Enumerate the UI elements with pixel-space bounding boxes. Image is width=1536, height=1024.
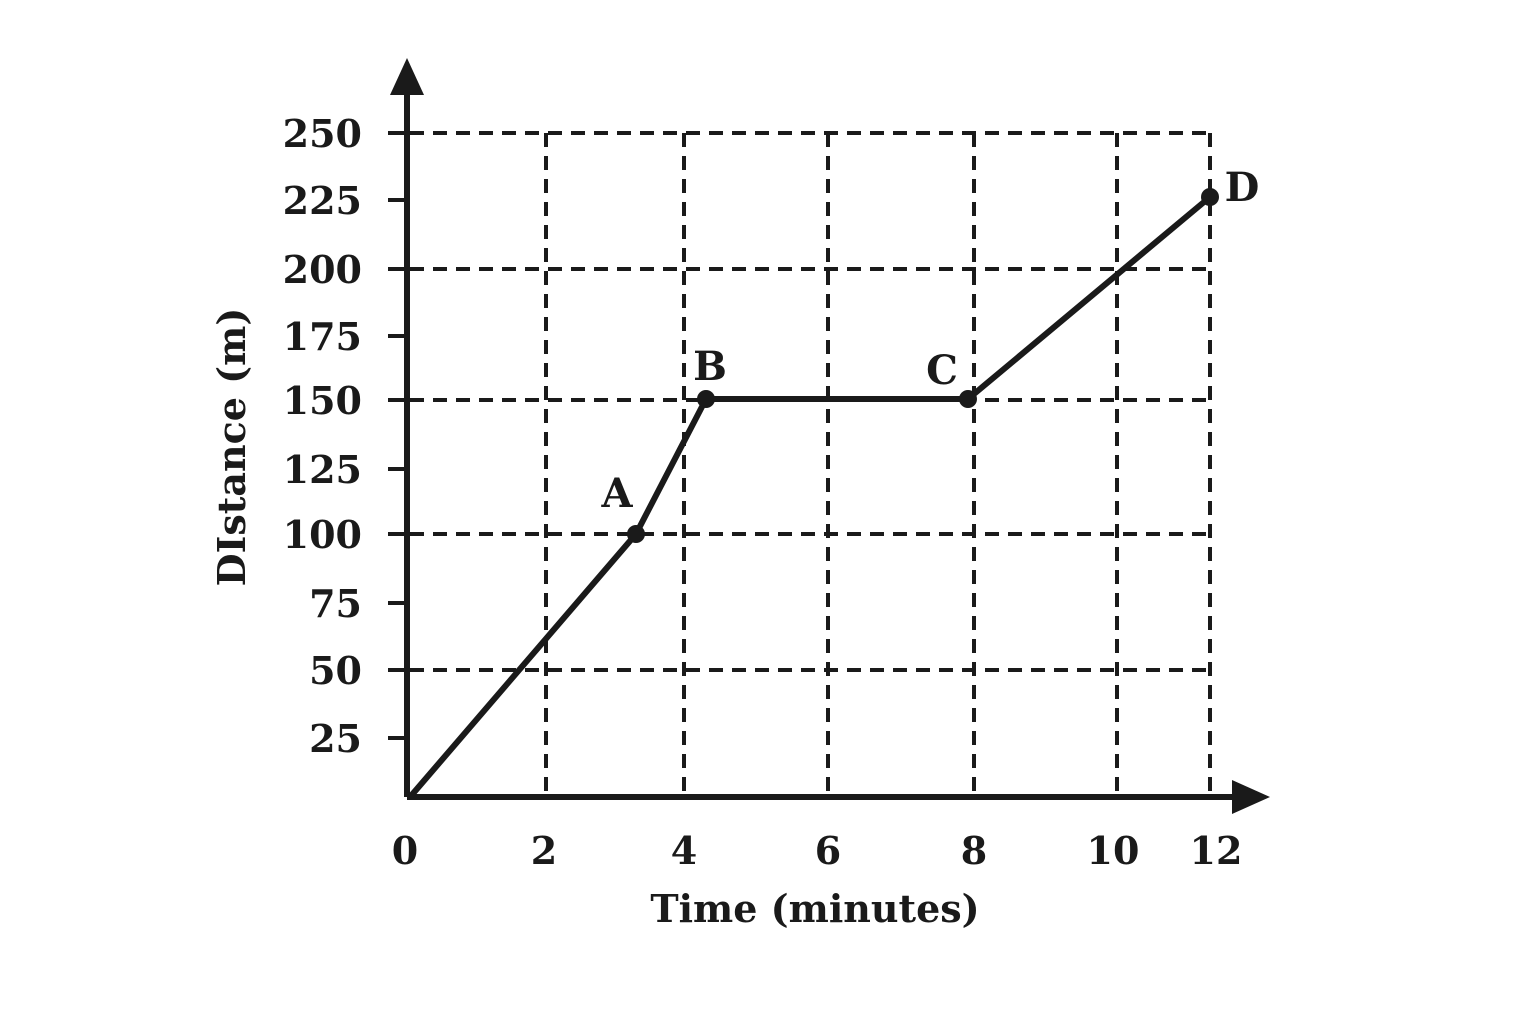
x-tick-label: 0 bbox=[392, 828, 418, 873]
x-tick-label: 2 bbox=[531, 828, 557, 873]
x-tick-labels: 0 2 4 6 8 10 12 bbox=[392, 828, 1243, 873]
y-tick-label: 50 bbox=[309, 648, 362, 693]
point-label-d: D bbox=[1225, 164, 1260, 211]
y-axis-title: DIstance (m) bbox=[209, 308, 254, 587]
point-label-c: C bbox=[926, 347, 958, 394]
data-points bbox=[627, 188, 1219, 543]
y-tick-marks bbox=[388, 131, 410, 740]
y-tick-label: 150 bbox=[283, 378, 362, 423]
x-tick-label: 10 bbox=[1087, 828, 1140, 873]
point-d-marker bbox=[1201, 188, 1219, 206]
y-tick-label: 100 bbox=[283, 512, 362, 557]
x-tick-label: 4 bbox=[671, 828, 697, 873]
x-tick-label: 8 bbox=[961, 828, 987, 873]
point-label-a: A bbox=[600, 470, 633, 517]
y-tick-label: 200 bbox=[283, 247, 362, 292]
x-tick-label: 6 bbox=[815, 828, 841, 873]
y-tick-label: 25 bbox=[309, 716, 362, 761]
point-a-marker bbox=[627, 525, 645, 543]
y-axis-arrow-icon bbox=[390, 58, 424, 95]
y-tick-label: 225 bbox=[283, 178, 362, 223]
y-tick-labels: 250 225 200 175 150 125 100 75 50 25 bbox=[283, 111, 362, 761]
x-tick-label: 12 bbox=[1190, 828, 1243, 873]
point-b-marker bbox=[697, 390, 715, 408]
axes bbox=[390, 58, 1270, 814]
y-tick-label: 250 bbox=[283, 111, 362, 156]
x-axis-arrow-icon bbox=[1232, 780, 1270, 814]
y-tick-label: 75 bbox=[309, 581, 362, 626]
point-label-b: B bbox=[693, 343, 727, 390]
x-axis-title: Time (minutes) bbox=[650, 886, 979, 931]
point-c-marker bbox=[959, 390, 977, 408]
y-tick-label: 125 bbox=[283, 447, 362, 492]
data-line bbox=[407, 194, 1212, 799]
y-tick-label: 175 bbox=[283, 314, 362, 359]
grid bbox=[410, 131, 1212, 797]
